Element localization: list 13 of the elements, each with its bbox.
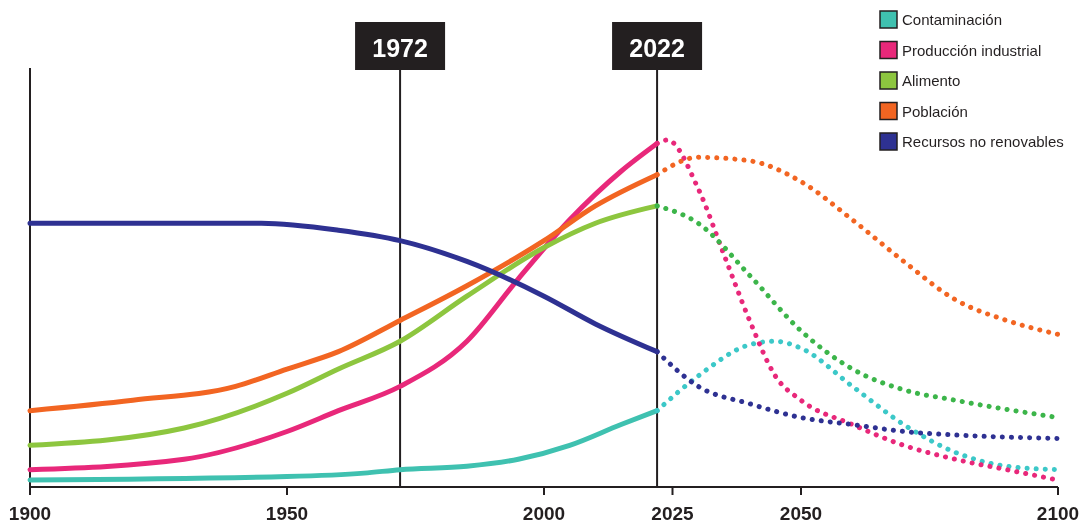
- ref-line-label: 2022: [629, 34, 685, 62]
- legend-label: Alimento: [902, 72, 961, 89]
- ref-line-label: 1972: [372, 34, 428, 62]
- legend-label: Producción industrial: [902, 41, 1042, 59]
- x-tick-label: 2000: [522, 503, 566, 524]
- x-tick-label: 2025: [651, 503, 695, 524]
- x-tick-label: 1950: [265, 503, 309, 524]
- legend-label: Contaminación: [902, 11, 1003, 28]
- x-tick-label: 1900: [8, 503, 52, 524]
- x-tick-label: 2050: [779, 503, 823, 524]
- legend-label: Población: [902, 102, 968, 120]
- legend-label: Recursos no renovables: [902, 133, 1064, 150]
- x-tick-label: 2100: [1036, 503, 1080, 524]
